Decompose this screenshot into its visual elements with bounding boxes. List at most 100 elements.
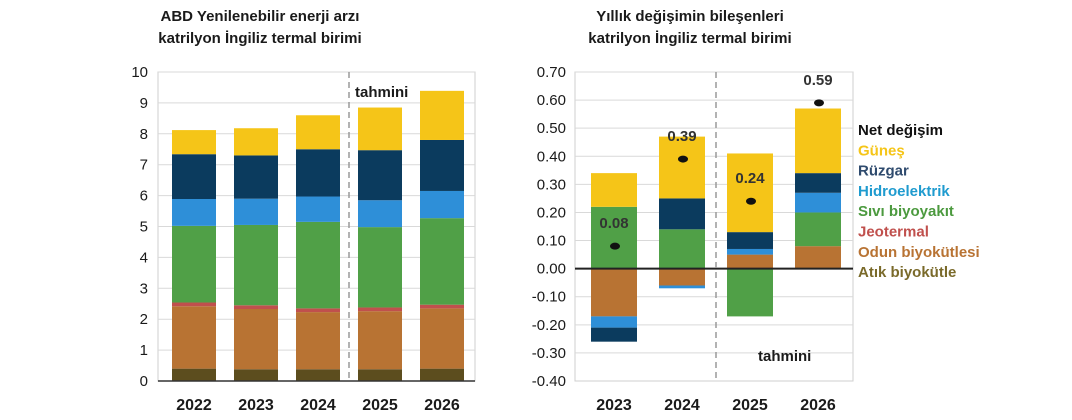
right-bar-segment-odun-biyokutlesi bbox=[795, 246, 841, 269]
right-bar-segment-hidroelektrik bbox=[727, 248, 773, 255]
net-change-marker bbox=[610, 242, 620, 250]
left-bar-segment-jeotermal bbox=[234, 305, 278, 310]
legend-item-atik-biyokutle: Atık biyokütle bbox=[858, 264, 956, 281]
left-bar-segment-gunes bbox=[234, 128, 278, 156]
left-bar-segment-sivi-biyoyakit bbox=[234, 224, 278, 306]
right-forecast-label: tahmini bbox=[758, 348, 811, 365]
right-bar-segment-hidroelektrik bbox=[659, 285, 705, 289]
left-y-tick-label: 10 bbox=[131, 64, 148, 81]
left-bar-segment-hidroelektrik bbox=[296, 196, 340, 222]
legend-item-sivi-biyoyakit: Sıvı biyoyakıt bbox=[858, 203, 954, 220]
left-chart-title: ABD Yenilenebilir enerji arzı katrilyon … bbox=[60, 6, 460, 50]
right-bar-segment-ruzgar bbox=[591, 327, 637, 342]
left-bar-segment-atik-biyokutle bbox=[420, 368, 464, 381]
net-change-label: 0.08 bbox=[599, 215, 628, 232]
left-bar-segment-odun-biyokutlesi bbox=[234, 309, 278, 370]
left-y-tick-label: 9 bbox=[140, 95, 148, 112]
right-y-tick-label: 0.00 bbox=[537, 261, 566, 278]
left-bar-segment-hidroelektrik bbox=[420, 190, 464, 219]
left-x-tick-label: 2023 bbox=[238, 397, 274, 414]
right-bar-segment-odun-biyokutlesi bbox=[591, 268, 637, 317]
left-y-tick-label: 4 bbox=[140, 249, 148, 266]
right-bar-segment-sivi-biyoyakit bbox=[659, 229, 705, 269]
right-chart-title: Yıllık değişimin bileşenleri katrilyon İ… bbox=[490, 6, 890, 50]
left-x-tick-label: 2022 bbox=[176, 397, 212, 414]
left-y-tick-label: 3 bbox=[140, 280, 148, 297]
legend-item-jeotermal: Jeotermal bbox=[858, 224, 929, 241]
right-y-tick-label: 0.20 bbox=[537, 204, 566, 221]
net-change-marker bbox=[746, 197, 756, 205]
right-y-tick-label: 0.10 bbox=[537, 233, 566, 250]
right-bar-segment-gunes bbox=[795, 108, 841, 174]
right-x-tick-label: 2025 bbox=[732, 397, 768, 414]
left-bar-segment-odun-biyokutlesi bbox=[420, 308, 464, 369]
left-y-tick-label: 2 bbox=[140, 311, 148, 328]
left-bar-segment-odun-biyokutlesi bbox=[172, 306, 216, 369]
net-change-label: 0.39 bbox=[667, 128, 696, 145]
legend-item-ruzgar: Rüzgar bbox=[858, 163, 909, 180]
legend-item-gunes: Güneş bbox=[858, 142, 905, 159]
left-bar-segment-gunes bbox=[296, 115, 340, 150]
right-y-tick-label: 0.40 bbox=[537, 148, 566, 165]
left-bar-segment-ruzgar bbox=[296, 149, 340, 197]
right-title-line-2: katrilyon İngiliz termal birimi bbox=[588, 30, 792, 47]
right-bar-segment-hidroelektrik bbox=[591, 316, 637, 328]
left-y-tick-label: 7 bbox=[140, 157, 148, 174]
legend-item-net-degisim: Net değişim bbox=[858, 122, 943, 139]
left-bar-segment-atik-biyokutle bbox=[358, 369, 402, 381]
left-bar-segment-jeotermal bbox=[420, 304, 464, 309]
left-x-tick-label: 2025 bbox=[362, 397, 398, 414]
left-y-tick-label: 0 bbox=[140, 373, 148, 390]
left-y-tick-label: 1 bbox=[140, 342, 148, 359]
right-bar-segment-sivi-biyoyakit bbox=[727, 268, 773, 317]
left-bar-segment-hidroelektrik bbox=[358, 200, 402, 228]
right-x-tick-label: 2023 bbox=[596, 397, 632, 414]
right-bar-segment-odun-biyokutlesi bbox=[727, 254, 773, 269]
left-bar-segment-ruzgar bbox=[234, 155, 278, 199]
right-y-tick-label: -0.10 bbox=[532, 289, 566, 306]
right-x-tick-label: 2024 bbox=[664, 397, 700, 414]
right-y-tick-label: -0.30 bbox=[532, 345, 566, 362]
net-change-label: 0.59 bbox=[803, 72, 832, 89]
right-bar-segment-sivi-biyoyakit bbox=[795, 212, 841, 247]
right-bar-segment-odun-biyokutlesi bbox=[659, 268, 705, 286]
left-bar-segment-gunes bbox=[420, 90, 464, 140]
left-bar-segment-atik-biyokutle bbox=[296, 369, 340, 381]
left-bar-segment-atik-biyokutle bbox=[172, 368, 216, 381]
left-bar-segment-ruzgar bbox=[172, 154, 216, 199]
left-bar-segment-odun-biyokutlesi bbox=[296, 312, 340, 370]
left-bar-segment-atik-biyokutle bbox=[234, 369, 278, 381]
left-bar-segment-sivi-biyoyakit bbox=[420, 218, 464, 305]
left-bar-segment-hidroelektrik bbox=[234, 198, 278, 225]
left-bar-segment-sivi-biyoyakit bbox=[296, 221, 340, 309]
right-y-tick-label: 0.60 bbox=[537, 92, 566, 109]
left-bar-segment-hidroelektrik bbox=[172, 198, 216, 226]
left-bar-segment-jeotermal bbox=[358, 307, 402, 312]
left-bar-segment-sivi-biyoyakit bbox=[172, 225, 216, 303]
left-bar-segment-jeotermal bbox=[172, 302, 216, 307]
left-y-tick-label: 5 bbox=[140, 219, 148, 236]
net-change-label: 0.24 bbox=[735, 170, 765, 187]
net-change-marker bbox=[678, 155, 688, 163]
left-bar-segment-jeotermal bbox=[296, 308, 340, 313]
right-y-tick-label: 0.30 bbox=[537, 176, 566, 193]
right-bar-segment-gunes bbox=[659, 136, 705, 199]
left-title-line-1: ABD Yenilenebilir enerji arzı bbox=[160, 8, 360, 25]
right-title-line-1: Yıllık değişimin bileşenleri bbox=[596, 8, 784, 25]
left-bar-segment-odun-biyokutlesi bbox=[358, 311, 402, 370]
legend-item-hidroelektrik: Hidroelektrik bbox=[858, 183, 950, 200]
right-bar-segment-hidroelektrik bbox=[795, 192, 841, 213]
legend-item-odun-biyokutlesi: Odun biyokütlesi bbox=[858, 244, 980, 261]
right-bar-segment-ruzgar bbox=[727, 232, 773, 249]
left-x-tick-label: 2024 bbox=[300, 397, 336, 414]
left-forecast-label: tahmini bbox=[355, 84, 408, 101]
left-bar-segment-sivi-biyoyakit bbox=[358, 227, 402, 308]
right-bar-segment-ruzgar bbox=[795, 173, 841, 193]
right-bar-segment-sivi-biyoyakit bbox=[591, 206, 637, 269]
right-y-tick-label: 0.70 bbox=[537, 64, 566, 81]
right-bar-segment-gunes bbox=[591, 173, 637, 207]
left-y-tick-label: 8 bbox=[140, 126, 148, 143]
right-y-tick-label: -0.20 bbox=[532, 317, 566, 334]
right-bar-segment-gunes bbox=[727, 153, 773, 233]
